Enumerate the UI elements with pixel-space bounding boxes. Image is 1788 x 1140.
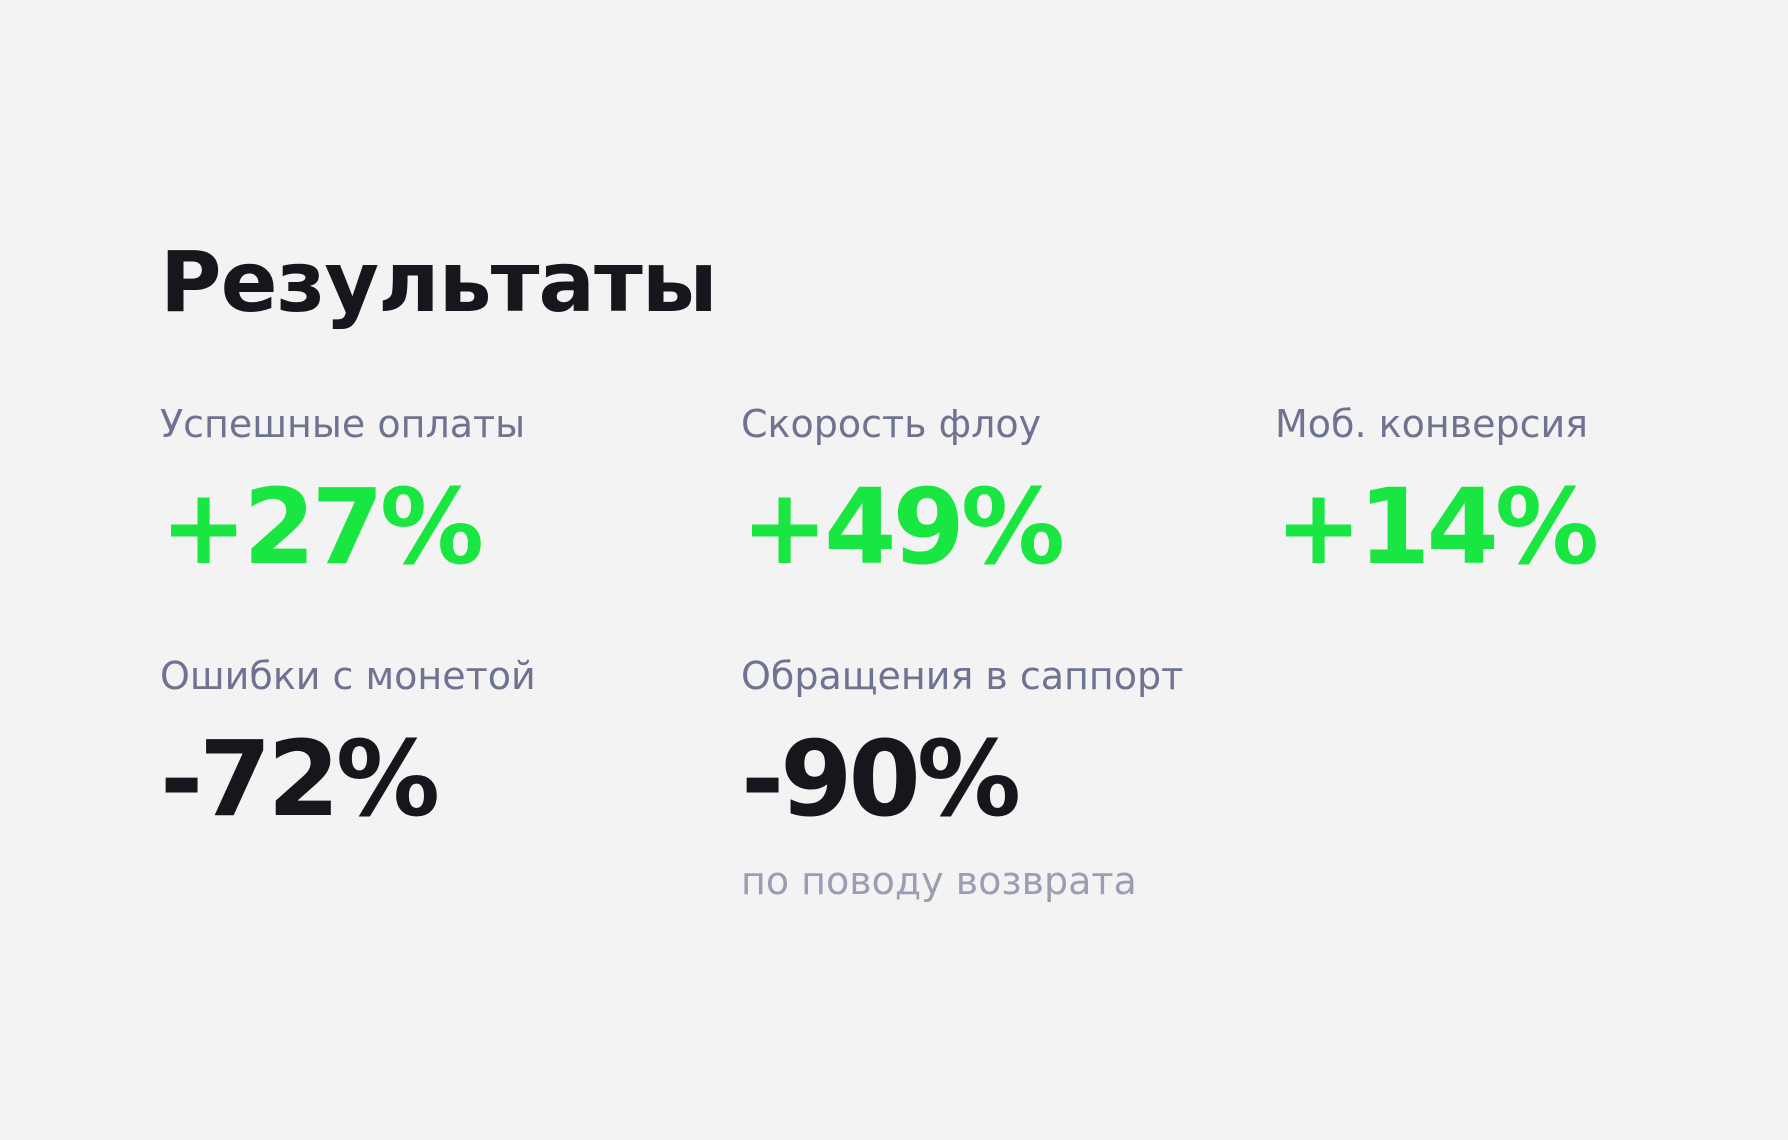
metric-note: по поводу возврата bbox=[741, 859, 1137, 903]
metric-value: +27% bbox=[160, 466, 484, 588]
title: Результаты bbox=[160, 233, 718, 331]
metric-label: Успешные оплаты bbox=[160, 402, 526, 446]
metric-value: +14% bbox=[1275, 466, 1599, 588]
metric-label: Моб. конверсия bbox=[1275, 402, 1589, 446]
metric-label: Скорость флоу bbox=[741, 402, 1042, 446]
metric-value: -90% bbox=[741, 718, 1021, 840]
metric-value: -72% bbox=[160, 718, 440, 840]
metric-label: Обращения в саппорт bbox=[741, 654, 1184, 698]
metric-label: Ошибки с монетой bbox=[160, 654, 536, 698]
metric-value: +49% bbox=[741, 466, 1065, 588]
